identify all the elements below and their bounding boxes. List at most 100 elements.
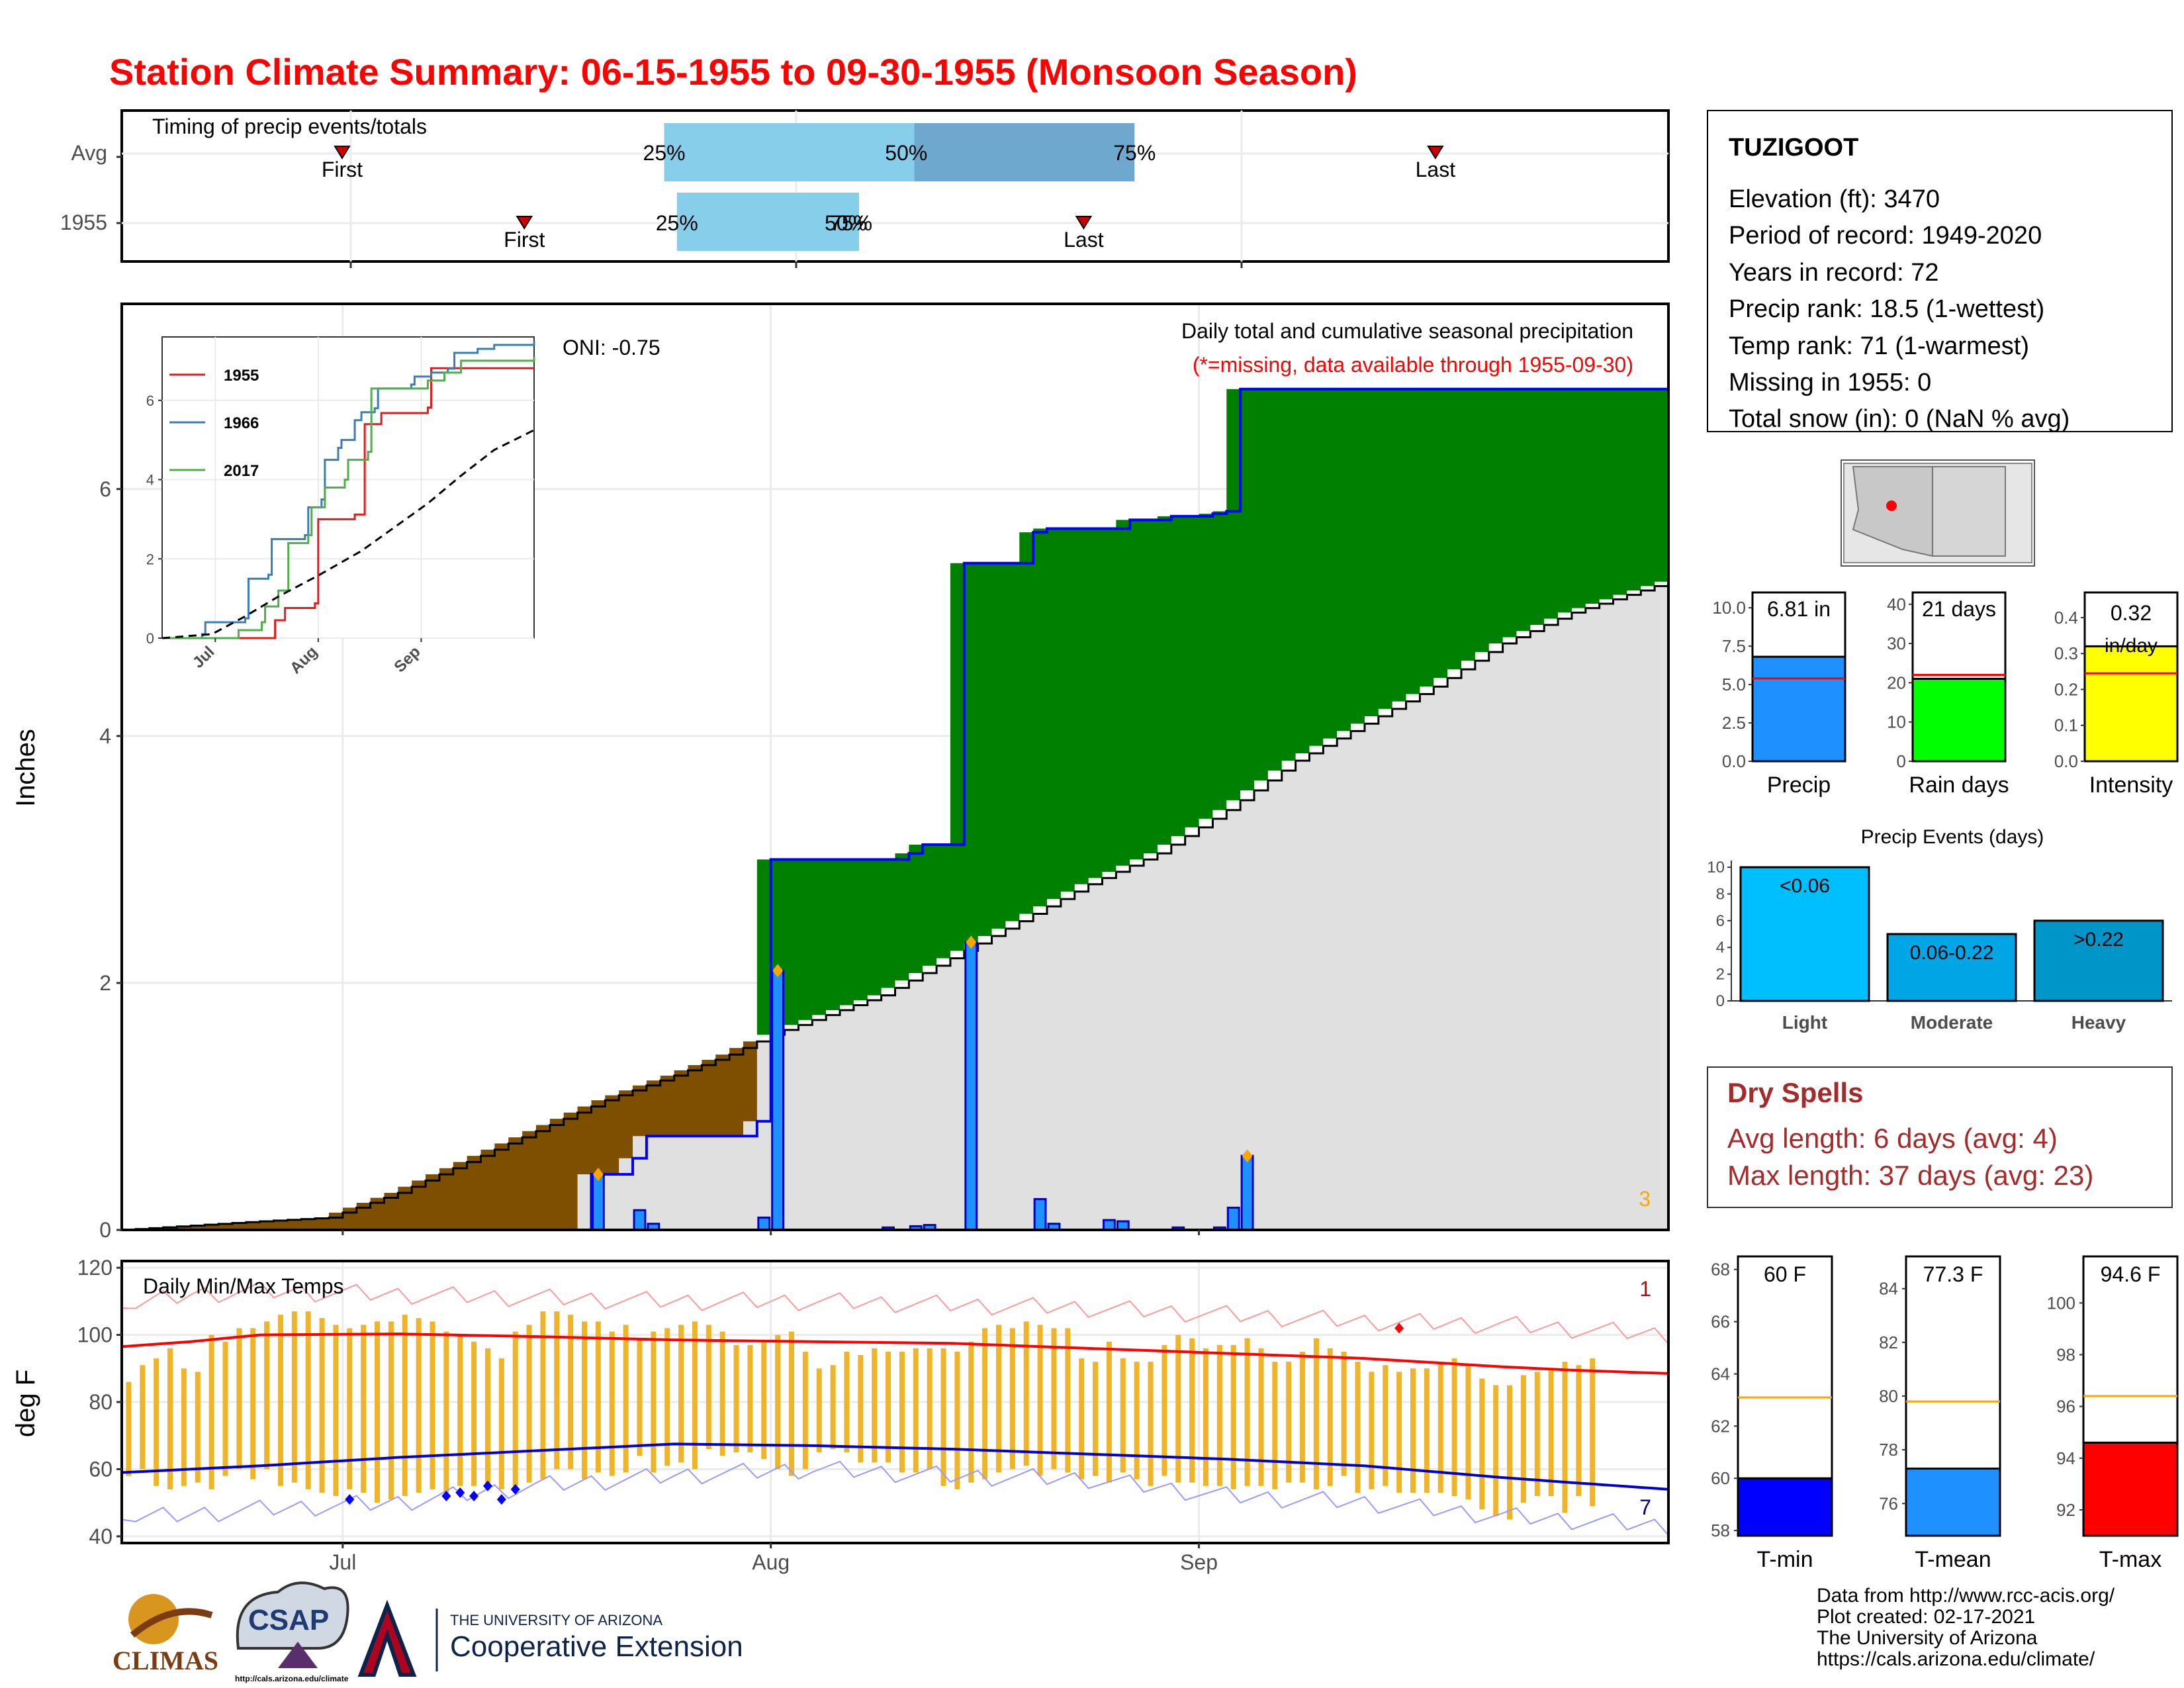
daily-temp-bar: [816, 1368, 822, 1453]
temps-ytick-label: 100: [77, 1323, 113, 1347]
summary-bar-tick-label: 20: [1887, 673, 1906, 692]
timing-frame: [120, 109, 1670, 263]
daily-temp-bar: [457, 1335, 463, 1486]
daily-temp-bar: [1065, 1328, 1071, 1473]
summary-bar-tick-label: 0.0: [1722, 751, 1746, 771]
daily-temp-bar: [1203, 1348, 1208, 1486]
events-bar: [1886, 933, 2017, 1002]
daily-temp-bar: [208, 1335, 214, 1489]
daily-temp-bar: [443, 1331, 449, 1493]
daily-temp-bar: [1437, 1362, 1443, 1493]
timing-row-avg: Avg: [71, 141, 107, 165]
events-tick-label: 6: [1716, 912, 1725, 930]
station-line: Period of record: 1949-2020: [1729, 222, 2042, 250]
temps-xtick-label: Jul: [329, 1550, 356, 1574]
daily-temp-bar: [512, 1331, 518, 1486]
daily-temp-bar: [333, 1325, 339, 1496]
daily-temp-bar: [1493, 1385, 1499, 1517]
avg-cumulative-line: [122, 581, 1670, 1231]
temp-summary-chart: 94.6 F 92 94 96 98 100 T-max: [2047, 1255, 2179, 1572]
precip-annotation-title: Daily total and cumulative seasonal prec…: [1181, 319, 1633, 343]
summary-bar-chart: 0.32 in/day 0.0 0.1 0.2 0.3 0.4 Intensity: [2054, 591, 2179, 798]
footer: CLIMAS CSAP http://cals.arizona.edu/clim…: [113, 1581, 2115, 1683]
summary-bar: [2083, 645, 2179, 763]
events-category-label: Heavy: [2071, 1012, 2126, 1033]
summary-bar: [1911, 677, 2007, 763]
daily-precip-bar: [1226, 1206, 1240, 1231]
precip-main-chart: 0 2 4 6 Inches Daily total and cumulative s…: [11, 303, 1670, 1242]
events-category-label: Light: [1782, 1012, 1827, 1033]
daily-temp-bar: [126, 1382, 132, 1476]
ua-a-icon: [357, 1599, 417, 1677]
events-title: Precip Events (days): [1861, 826, 2044, 848]
daily-temp-bar: [375, 1321, 381, 1503]
daily-temp-bar: [402, 1315, 408, 1496]
summary-bar-value: 0.32: [2111, 601, 2152, 625]
events-bar-label: 0.06-0.22: [1910, 942, 1994, 964]
events-tick-label: 0: [1716, 992, 1725, 1010]
summary-bar-tick-label: 0: [1897, 751, 1906, 771]
map-new-mexico: [1932, 466, 2006, 557]
temp-summary-chart: 60 F 58 60 62 64 66 68 T-min: [1711, 1255, 1833, 1572]
temp-summary-tick-label: 66: [1711, 1312, 1730, 1332]
temp-summary-value: 77.3 F: [1923, 1262, 1983, 1286]
summary-bar-tick-label: 30: [1887, 633, 1906, 653]
daily-temp-bar: [540, 1311, 546, 1479]
daily-precip-marker: [966, 935, 977, 949]
temp-summary-tick-label: 96: [2056, 1397, 2075, 1417]
daily-temp-bar: [886, 1351, 891, 1463]
dry-spells-max: Max length: 37 days (avg: 23): [1727, 1160, 2093, 1191]
daily-temp-bar: [705, 1325, 711, 1449]
daily-temp-bar: [1093, 1362, 1099, 1476]
daily-temp-bar: [1120, 1358, 1126, 1473]
dry-spells-avg: Avg length: 6 days (avg: 4): [1727, 1123, 2058, 1154]
daily-temp-bar: [347, 1328, 353, 1489]
temp-summary-tick-label: 78: [1879, 1440, 1898, 1460]
record-low-point: [345, 1494, 355, 1505]
precip-plot-frame: [120, 303, 1670, 1231]
temps-xtick-label: Aug: [752, 1550, 790, 1574]
avg-first-marker: [334, 146, 351, 160]
summary-bar-tick-label: 7.5: [1722, 636, 1746, 656]
daily-temp-bar: [319, 1318, 325, 1493]
daily-temp-bar: [1244, 1338, 1250, 1486]
daily-temp-bar: [913, 1348, 919, 1473]
precip-ylabel: Inches: [11, 729, 40, 807]
daily-temp-bar: [1465, 1365, 1471, 1500]
record-high-line: [121, 1281, 1669, 1344]
daily-temp-bar: [844, 1351, 850, 1453]
daily-temp-bar: [899, 1351, 905, 1473]
daily-temp-bar: [1479, 1378, 1485, 1510]
daily-temp-bar: [623, 1325, 629, 1473]
daily-temp-bar: [1161, 1344, 1167, 1476]
inset-legend-label: 1955: [224, 367, 259, 385]
daily-temp-bar: [1410, 1368, 1416, 1493]
daily-temp-bar: [1175, 1335, 1181, 1483]
daily-temp-bar: [1341, 1351, 1347, 1476]
temp-summary-tick-label: 76: [1879, 1493, 1898, 1513]
daily-precip-bar: [964, 941, 978, 1231]
dry-spells-panel: Dry Spells Avg length: 6 days (avg: 4) M…: [1707, 1066, 2173, 1208]
avg-cumulative-area: [122, 581, 1668, 1230]
inset-ytick-label: 0: [146, 630, 154, 647]
temps-ytick-label: 80: [89, 1390, 113, 1414]
record-low-point: [441, 1491, 451, 1501]
precip-count-label: 3: [1639, 1187, 1651, 1211]
climas-wordmark: CLIMAS: [113, 1646, 218, 1675]
daily-precip-marker: [592, 1168, 604, 1182]
daily-temp-bar: [747, 1344, 753, 1453]
daily-temp-bar: [1079, 1358, 1085, 1479]
avg-first-label: First: [322, 158, 363, 181]
daily-temp-bar: [733, 1344, 739, 1453]
daily-temp-bar: [582, 1321, 588, 1479]
temp-summary-tick-label: 94: [2056, 1448, 2075, 1468]
daily-precip-bar: [1033, 1197, 1047, 1231]
daily-temp-bar: [1134, 1362, 1140, 1479]
inset-ytick-label: 6: [146, 393, 154, 409]
record-low-line: [121, 1460, 1669, 1536]
temp-summary-bar: [1737, 1477, 1833, 1537]
events-bar-label: >0.22: [2073, 929, 2124, 951]
daily-temp-bar: [498, 1358, 504, 1489]
summary-bar-value: 6.81 in: [1767, 597, 1831, 621]
record-low-point: [510, 1483, 520, 1495]
